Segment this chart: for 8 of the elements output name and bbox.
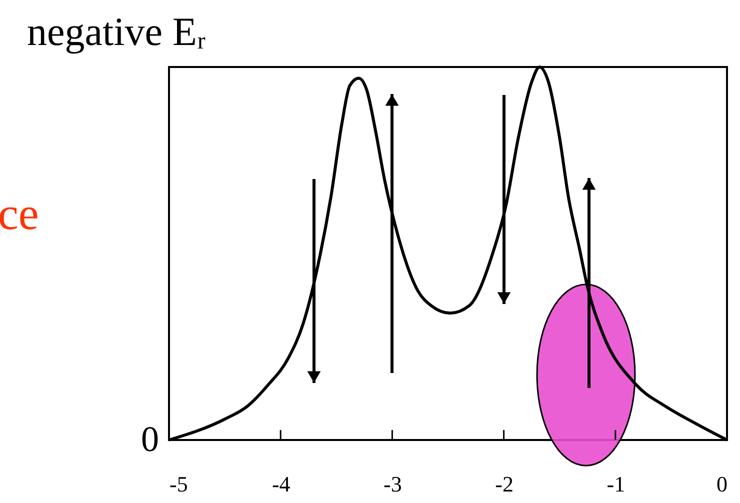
x-tick-label: -2 [495,472,514,496]
x-tick-label: -1 [606,472,626,496]
x-tick-label: 0 [716,472,728,496]
chart-title: negative Eᵣ [27,9,206,54]
x-tick-label: -5 [170,472,188,496]
text: 0 [141,419,159,459]
x-tick-label: -4 [272,472,290,496]
x-tick-label: -3 [384,472,402,496]
